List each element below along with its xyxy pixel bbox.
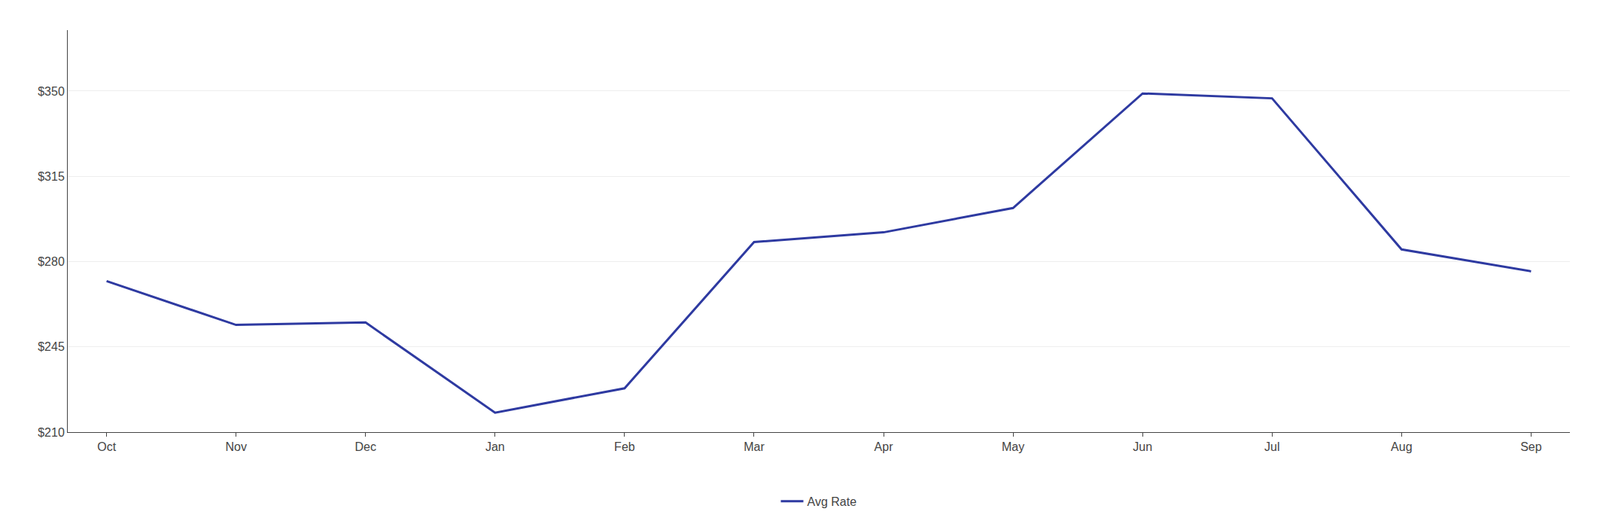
svg-text:Nov: Nov bbox=[225, 440, 247, 454]
svg-text:$350: $350 bbox=[37, 85, 65, 98]
svg-text:Feb: Feb bbox=[614, 440, 636, 454]
svg-text:Aug: Aug bbox=[1390, 440, 1412, 454]
svg-text:Jun: Jun bbox=[1132, 440, 1153, 454]
svg-text:Jan: Jan bbox=[485, 440, 505, 454]
svg-text:Oct: Oct bbox=[97, 440, 116, 454]
svg-text:Sep: Sep bbox=[1520, 440, 1543, 454]
svg-text:Avg Rate: Avg Rate bbox=[807, 495, 858, 508]
svg-text:$245: $245 bbox=[37, 340, 65, 353]
svg-text:$210: $210 bbox=[37, 425, 65, 439]
svg-text:$280: $280 bbox=[37, 255, 65, 268]
svg-text:Dec: Dec bbox=[355, 440, 377, 454]
svg-text:Apr: Apr bbox=[874, 440, 895, 454]
svg-text:Mar: Mar bbox=[743, 440, 765, 454]
svg-text:$315: $315 bbox=[37, 170, 65, 183]
svg-text:Jul: Jul bbox=[1264, 440, 1280, 454]
svg-text:May: May bbox=[1001, 440, 1025, 454]
